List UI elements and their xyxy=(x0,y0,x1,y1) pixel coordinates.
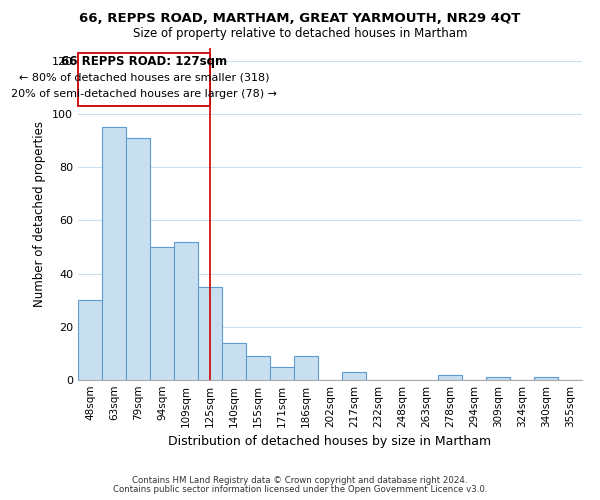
Text: ← 80% of detached houses are smaller (318): ← 80% of detached houses are smaller (31… xyxy=(19,73,269,83)
Bar xyxy=(150,247,174,380)
Text: 66 REPPS ROAD: 127sqm: 66 REPPS ROAD: 127sqm xyxy=(61,56,227,68)
Bar xyxy=(198,287,222,380)
Bar xyxy=(270,366,294,380)
Text: 20% of semi-detached houses are larger (78) →: 20% of semi-detached houses are larger (… xyxy=(11,88,277,99)
Bar xyxy=(78,300,102,380)
Bar xyxy=(534,378,558,380)
Text: Contains public sector information licensed under the Open Government Licence v3: Contains public sector information licen… xyxy=(113,485,487,494)
Y-axis label: Number of detached properties: Number of detached properties xyxy=(34,120,46,306)
Bar xyxy=(102,128,126,380)
Bar xyxy=(222,343,246,380)
Bar xyxy=(246,356,270,380)
Bar xyxy=(438,374,462,380)
FancyBboxPatch shape xyxy=(78,53,210,106)
Text: Contains HM Land Registry data © Crown copyright and database right 2024.: Contains HM Land Registry data © Crown c… xyxy=(132,476,468,485)
Text: 66, REPPS ROAD, MARTHAM, GREAT YARMOUTH, NR29 4QT: 66, REPPS ROAD, MARTHAM, GREAT YARMOUTH,… xyxy=(79,12,521,26)
Bar xyxy=(174,242,198,380)
Bar xyxy=(294,356,318,380)
Text: Size of property relative to detached houses in Martham: Size of property relative to detached ho… xyxy=(133,28,467,40)
Bar xyxy=(342,372,366,380)
Bar xyxy=(486,378,510,380)
Bar xyxy=(126,138,150,380)
X-axis label: Distribution of detached houses by size in Martham: Distribution of detached houses by size … xyxy=(169,436,491,448)
